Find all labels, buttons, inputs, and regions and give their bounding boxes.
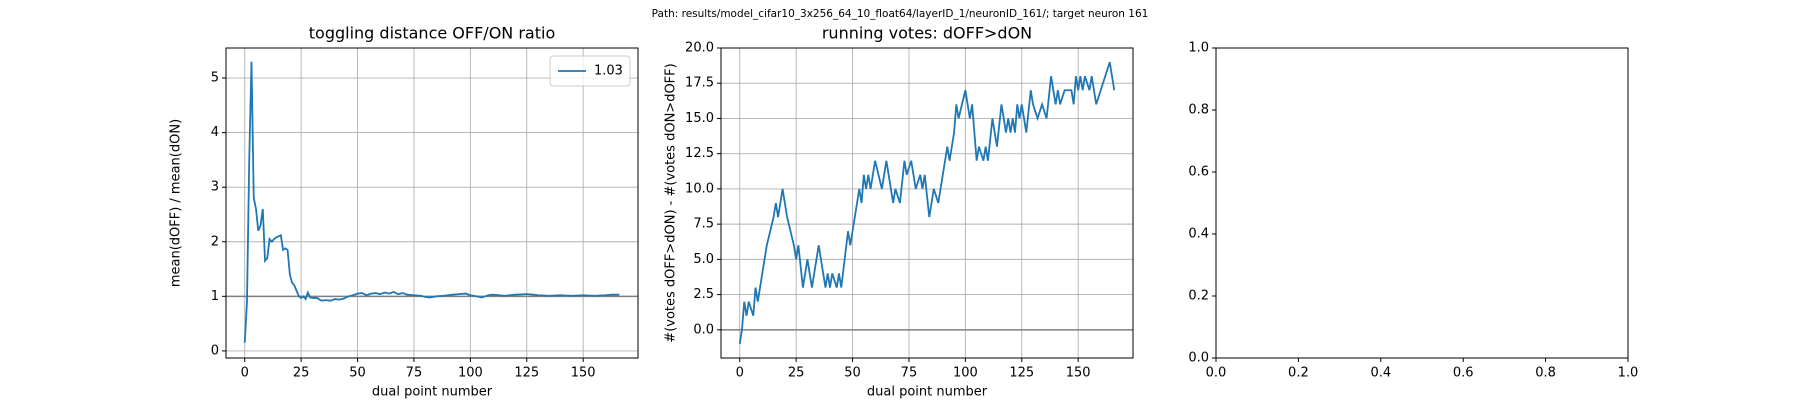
y-tick-label: 12.5 — [685, 146, 714, 161]
y-tick-label: 0 — [211, 343, 219, 358]
y-tick-label: 20.0 — [685, 41, 714, 56]
x-axis-label: dual point number — [867, 385, 988, 400]
axes-title: toggling distance OFF/ON ratio — [309, 24, 555, 43]
data-line — [243, 61, 620, 343]
y-tick-label: 10.0 — [685, 181, 714, 196]
axes-frame — [1215, 47, 1629, 359]
legend-label: 1.03 — [594, 64, 623, 79]
x-tick-label: 0.0 — [1206, 366, 1227, 381]
x-tick-label: 0.2 — [1288, 366, 1309, 381]
x-tick-label: 125 — [514, 366, 539, 381]
x-tick-label: 0.8 — [1535, 366, 1556, 381]
legend-box — [549, 55, 631, 87]
y-axis-label: #(votes dOFF>dON) - #(votes dON>dOFF) — [664, 63, 679, 342]
y-tick-label: 0.8 — [1188, 103, 1209, 118]
x-tick-label: 0.4 — [1370, 366, 1391, 381]
y-tick-label: 0.2 — [1188, 289, 1209, 304]
y-axis-label: mean(dOFF) / mean(dON) — [169, 119, 184, 287]
y-tick-label: 4 — [211, 125, 219, 140]
x-tick-label: 0.6 — [1453, 366, 1474, 381]
x-tick-label: 150 — [1066, 366, 1091, 381]
x-tick-label: 50 — [844, 366, 861, 381]
y-tick-label: 2.5 — [693, 287, 714, 302]
y-tick-label: 0.0 — [1188, 351, 1209, 366]
x-tick-label: 0 — [736, 366, 744, 381]
x-axis-label: dual point number — [372, 385, 493, 400]
axes-title: running votes: dOFF>dON — [822, 24, 1032, 43]
y-tick-label: 3 — [211, 180, 219, 195]
x-tick-label: 75 — [901, 366, 918, 381]
y-tick-label: 1.0 — [1188, 41, 1209, 56]
x-tick-label: 50 — [349, 366, 366, 381]
y-tick-label: 2 — [211, 234, 219, 249]
x-tick-label: 0 — [241, 366, 249, 381]
x-tick-label: 1.0 — [1618, 366, 1639, 381]
axes-frame — [225, 47, 639, 359]
figure-title: Path: results/model_cifar10_3x256_64_10_… — [652, 8, 1149, 20]
x-tick-label: 25 — [293, 366, 310, 381]
x-tick-label: 75 — [406, 366, 423, 381]
y-tick-label: 0.0 — [693, 322, 714, 337]
x-tick-label: 100 — [953, 366, 978, 381]
y-tick-label: 0.4 — [1188, 227, 1209, 242]
x-tick-label: 125 — [1009, 366, 1034, 381]
axes-frame — [720, 47, 1134, 359]
x-tick-label: 100 — [458, 366, 483, 381]
y-tick-label: 0.6 — [1188, 165, 1209, 180]
x-tick-label: 150 — [571, 366, 596, 381]
y-tick-label: 7.5 — [693, 217, 714, 232]
y-tick-label: 17.5 — [685, 76, 714, 91]
y-tick-label: 1 — [211, 289, 219, 304]
x-tick-label: 25 — [788, 366, 805, 381]
y-tick-label: 5.0 — [693, 252, 714, 267]
data-line — [738, 61, 1116, 345]
y-tick-label: 15.0 — [685, 111, 714, 126]
y-tick-label: 5 — [211, 71, 219, 86]
